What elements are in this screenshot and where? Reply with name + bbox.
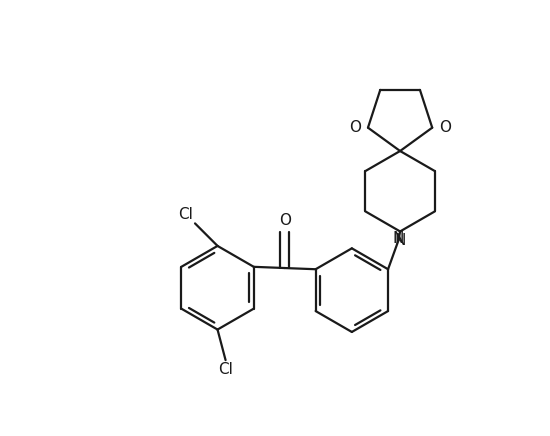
Text: O: O [439, 120, 450, 135]
Text: O: O [279, 213, 291, 228]
Text: N: N [394, 233, 406, 248]
Text: Cl: Cl [218, 362, 233, 377]
Text: N: N [393, 231, 404, 246]
Text: O: O [350, 120, 361, 135]
Text: Cl: Cl [179, 207, 194, 222]
